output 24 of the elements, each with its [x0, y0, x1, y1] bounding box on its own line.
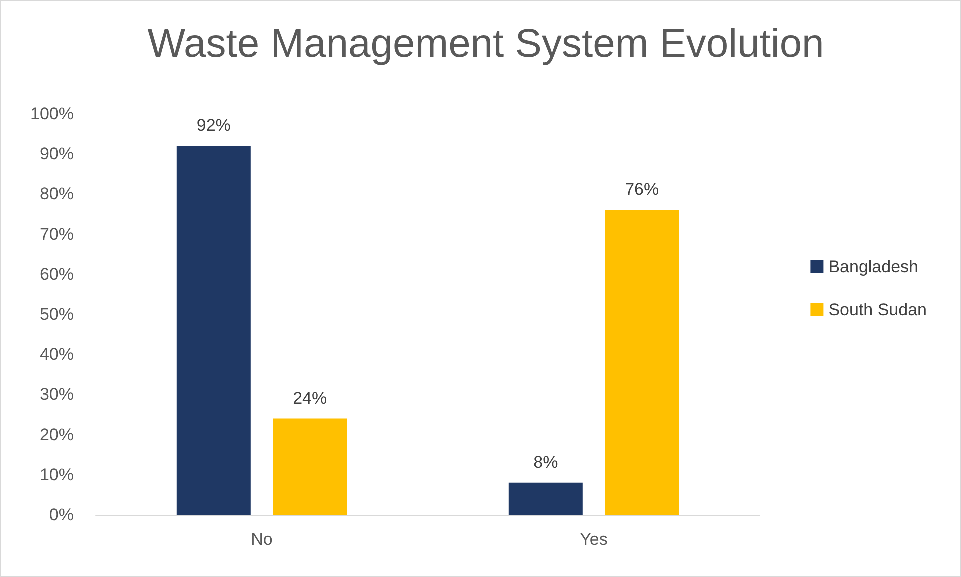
data-label: 8%: [534, 452, 558, 472]
data-label: 24%: [293, 388, 328, 408]
x-tick-label: No: [251, 530, 273, 549]
y-tick-label: 30%: [40, 385, 74, 404]
y-tick-label: 80%: [40, 184, 74, 204]
y-tick-label: 50%: [40, 305, 74, 324]
y-tick-label: 40%: [40, 345, 74, 364]
y-tick-label: 90%: [40, 144, 74, 164]
y-tick-label: 70%: [40, 224, 74, 244]
bar: [176, 146, 251, 515]
data-label: 76%: [625, 180, 660, 200]
x-tick-label: Yes: [580, 530, 608, 549]
y-tick-label: 60%: [40, 264, 74, 284]
y-tick-label: 0%: [49, 506, 74, 524]
bar: [605, 210, 680, 515]
chart-title: Waste Management System Evolution: [148, 22, 824, 66]
y-tick-label: 10%: [40, 465, 74, 484]
bar: [273, 418, 348, 515]
bar: [508, 482, 583, 515]
legend-label: Bangladesh: [828, 258, 919, 276]
data-label: 92%: [196, 116, 231, 136]
legend-label: South Sudan: [828, 300, 928, 320]
y-tick-label: 20%: [40, 425, 74, 444]
y-tick-label: 100%: [30, 104, 74, 124]
